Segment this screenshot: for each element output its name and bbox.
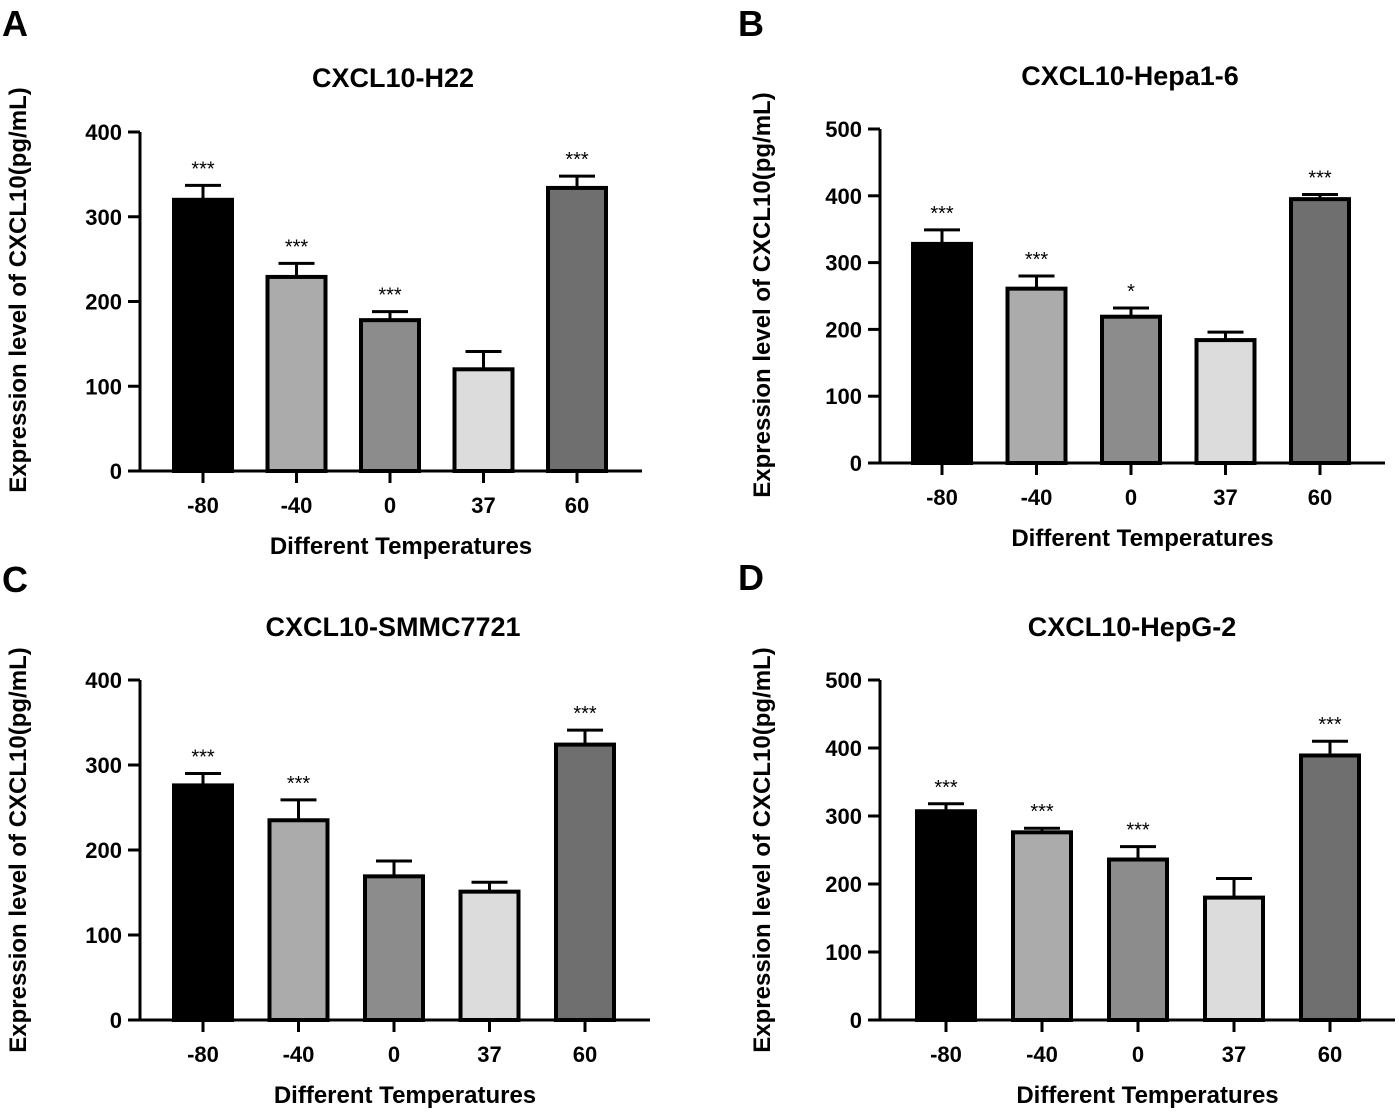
y-tick-label: 0 [110, 1008, 122, 1033]
bar [172, 783, 234, 1023]
x-tick-label: -80 [926, 485, 958, 510]
x-tick-label: 0 [388, 1042, 400, 1067]
significance-label: *** [930, 203, 954, 225]
significance-label: *** [565, 149, 589, 171]
bar [172, 197, 234, 474]
x-tick-label: 60 [573, 1042, 597, 1067]
x-axis-label: Different Temperatures [274, 1082, 536, 1109]
significance-label: *** [1318, 714, 1342, 736]
bar [911, 241, 973, 465]
y-tick-label: 100 [85, 374, 122, 399]
chart-title: CXCL10-H22 [312, 63, 474, 93]
y-tick-label: 300 [85, 205, 122, 230]
panel-letter: B [738, 3, 764, 44]
y-tick-label: 100 [85, 923, 122, 948]
y-tick-label: 500 [825, 668, 862, 693]
y-axis-label: Expression level of CXCL10(pg/mL) [749, 647, 776, 1052]
significance-label: *** [191, 158, 215, 180]
panel-b: B CXCL10-Hepa1-6 0 100 200 300 400 500 -80 *** -40… [738, 3, 1385, 552]
y-tick-label: 200 [85, 290, 122, 315]
x-tick-label: -40 [281, 493, 313, 518]
bar [363, 874, 425, 1022]
significance-label: *** [287, 773, 311, 795]
bar [915, 809, 977, 1022]
panel-c: C CXCL10-SMMC7721 0 100 200 300 400 -80 *** -40 **… [2, 559, 650, 1109]
x-tick-label: -40 [1026, 1042, 1058, 1067]
x-tick-label: 37 [471, 493, 495, 518]
panel-a: A CXCL10-H22 0 100 200 300 400 -80 *** -40 *** 0 ***… [2, 3, 642, 560]
panel-letter: C [2, 559, 28, 600]
y-axis-label: Expression level of CXCL10(pg/mL) [5, 647, 32, 1052]
y-tick-label: 100 [825, 384, 862, 409]
bar [1005, 286, 1068, 466]
chart-title: CXCL10-HepG-2 [1028, 612, 1237, 642]
significance-label: *** [1025, 249, 1049, 271]
bar [267, 818, 330, 1022]
bar [265, 274, 328, 473]
y-tick-label: 200 [85, 838, 122, 863]
bar [1100, 314, 1162, 466]
y-tick-label: 0 [850, 1008, 862, 1033]
x-tick-label: -80 [187, 1042, 219, 1067]
panel-letter: D [738, 557, 764, 598]
bar [452, 367, 515, 473]
significance-label: *** [1308, 167, 1332, 189]
x-tick-label: 60 [1308, 485, 1332, 510]
significance-label: *** [191, 747, 215, 769]
x-tick-label: 60 [1318, 1042, 1342, 1067]
y-tick-label: 300 [825, 251, 862, 276]
x-axis-label: Different Temperatures [270, 533, 532, 560]
significance-label: * [1127, 281, 1135, 303]
significance-label: *** [1126, 820, 1150, 842]
significance-label: *** [1030, 801, 1054, 823]
x-tick-label: 37 [477, 1042, 501, 1067]
y-tick-label: 200 [825, 317, 862, 342]
bar [546, 185, 608, 473]
y-tick-label: 100 [825, 940, 862, 965]
panel-letter: A [2, 3, 28, 44]
x-tick-label: -80 [930, 1042, 962, 1067]
bar [1011, 830, 1073, 1022]
bar [458, 889, 521, 1023]
y-tick-label: 400 [825, 736, 862, 761]
chart-title: CXCL10-Hepa1-6 [1021, 61, 1239, 91]
x-axis-label: Different Temperatures [1011, 525, 1273, 552]
y-axis-label: Expression level of CXCL10(pg/mL) [5, 87, 32, 492]
bar [1203, 895, 1265, 1022]
x-tick-label: 0 [384, 493, 396, 518]
x-tick-label: 60 [565, 493, 589, 518]
bar [1107, 857, 1169, 1023]
significance-label: *** [934, 777, 958, 799]
x-tick-label: 0 [1125, 485, 1137, 510]
chart-title: CXCL10-SMMC7721 [265, 612, 520, 642]
y-tick-label: 400 [85, 668, 122, 693]
y-tick-label: 200 [825, 872, 862, 897]
significance-label: *** [285, 236, 309, 258]
bar [359, 318, 421, 473]
bar [554, 742, 616, 1022]
bar [1289, 197, 1351, 465]
y-tick-label: 400 [825, 184, 862, 209]
y-tick-label: 0 [850, 451, 862, 476]
x-axis-label: Different Temperatures [1016, 1082, 1278, 1109]
x-tick-label: -40 [1021, 485, 1053, 510]
y-tick-label: 0 [110, 459, 122, 484]
x-tick-label: 37 [1222, 1042, 1246, 1067]
bar [1299, 753, 1361, 1022]
bar [1194, 338, 1257, 466]
x-tick-label: -40 [283, 1042, 315, 1067]
y-tick-label: 500 [825, 117, 862, 142]
x-tick-label: -80 [187, 493, 219, 518]
y-axis-label: Expression level of CXCL10(pg/mL) [749, 92, 776, 497]
y-tick-label: 400 [85, 120, 122, 145]
x-tick-label: 37 [1213, 485, 1237, 510]
significance-label: *** [378, 285, 402, 307]
y-tick-label: 300 [85, 753, 122, 778]
y-tick-label: 300 [825, 804, 862, 829]
x-tick-label: 0 [1132, 1042, 1144, 1067]
panel-d: D CXCL10-HepG-2 0 100 200 300 400 500 -80 *** -40 *… [738, 557, 1395, 1109]
significance-label: *** [573, 703, 597, 725]
